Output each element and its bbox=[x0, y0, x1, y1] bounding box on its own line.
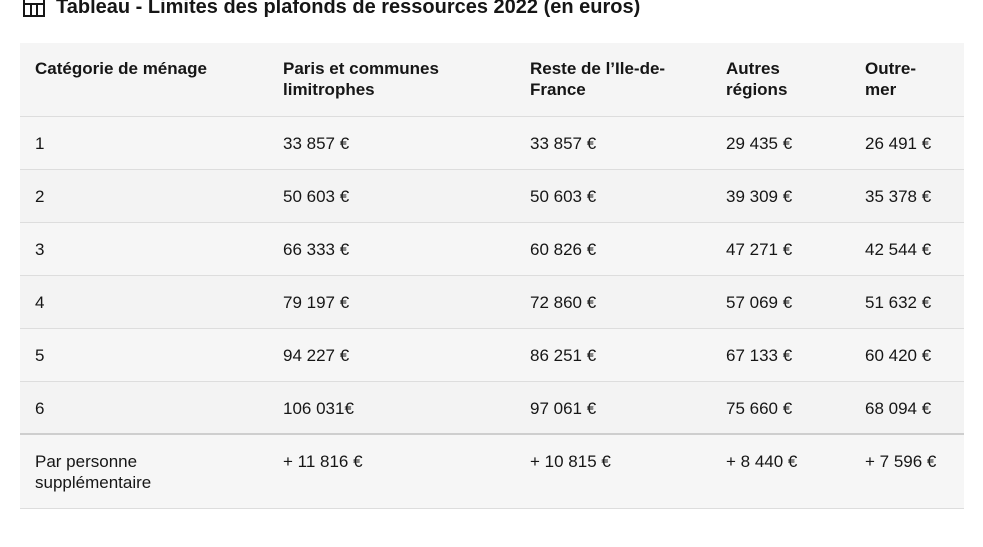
table-cell: 72 860 € bbox=[530, 292, 597, 312]
table-row: 1 33 857 € 33 857 € 29 435 € 26 491 € bbox=[20, 116, 964, 169]
table-cell: 5 bbox=[35, 345, 45, 365]
table-cell: + 8 440 € bbox=[726, 452, 798, 471]
table-cell: 33 857 € bbox=[530, 133, 597, 153]
table-cell: 4 bbox=[35, 292, 45, 312]
table-cell: 66 333 € bbox=[283, 239, 350, 259]
table-cell: 50 603 € bbox=[283, 186, 350, 206]
table-cell: 60 420 € bbox=[865, 345, 932, 365]
table-cell: 67 133 € bbox=[726, 345, 793, 365]
table-cell: 35 378 € bbox=[865, 186, 932, 206]
table-cell: 3 bbox=[35, 239, 45, 259]
table-cell: 50 603 € bbox=[530, 186, 597, 206]
table-cell: 42 544 € bbox=[865, 239, 932, 259]
table-cell: 86 251 € bbox=[530, 345, 597, 365]
column-header-other-regions: Autres régions bbox=[726, 59, 788, 99]
table-row: 6 106 031€ 97 061 € 75 660 € 68 094 € bbox=[20, 381, 964, 434]
table-cell: 75 660 € bbox=[726, 398, 793, 418]
table-title: Tableau - Limites des plafonds de ressou… bbox=[56, 0, 641, 18]
table-row: 3 66 333 € 60 826 € 47 271 € 42 544 € bbox=[20, 222, 964, 275]
table-caption: Tableau - Limites des plafonds de ressou… bbox=[22, 0, 640, 21]
table-icon bbox=[22, 0, 46, 19]
table-cell: 6 bbox=[35, 398, 45, 418]
table-cell: 57 069 € bbox=[726, 292, 793, 312]
table-cell: 2 bbox=[35, 186, 45, 206]
column-header-overseas: Outre-mer bbox=[865, 59, 916, 99]
table-cell: Par personne supplémentaire bbox=[35, 452, 152, 492]
table-cell: 1 bbox=[35, 133, 45, 153]
column-header-household-category: Catégorie de ménage bbox=[35, 59, 207, 78]
table-row: 4 79 197 € 72 860 € 57 069 € 51 632 € bbox=[20, 275, 964, 328]
table-cell: 97 061 € bbox=[530, 398, 597, 418]
table-footer-row: Par personne supplémentaire + 11 816 € +… bbox=[20, 434, 964, 508]
table-cell: 106 031€ bbox=[283, 398, 354, 418]
column-header-ile-de-france: Reste de l’Ile-de-France bbox=[530, 59, 666, 99]
table-cell: + 10 815 € bbox=[530, 452, 611, 471]
table-cell: 79 197 € bbox=[283, 292, 350, 312]
table-cell: 39 309 € bbox=[726, 186, 793, 206]
table-header-row: Catégorie de ménage Paris et communes li… bbox=[20, 43, 964, 116]
table-cell: + 7 596 € bbox=[865, 452, 937, 471]
resource-ceiling-table: Catégorie de ménage Paris et communes li… bbox=[20, 43, 964, 509]
column-header-paris: Paris et communes limitrophes bbox=[283, 59, 439, 99]
table-cell: 33 857 € bbox=[283, 133, 350, 153]
table-cell: 94 227 € bbox=[283, 345, 350, 365]
table-cell: + 11 816 € bbox=[283, 452, 363, 471]
table-cell: 51 632 € bbox=[865, 292, 932, 312]
table-row: 5 94 227 € 86 251 € 67 133 € 60 420 € bbox=[20, 328, 964, 381]
table-cell: 47 271 € bbox=[726, 239, 793, 259]
table-cell: 68 094 € bbox=[865, 398, 932, 418]
table-cell: 29 435 € bbox=[726, 133, 793, 153]
table-cell: 60 826 € bbox=[530, 239, 597, 259]
table-row: 2 50 603 € 50 603 € 39 309 € 35 378 € bbox=[20, 169, 964, 222]
table-cell: 26 491 € bbox=[865, 133, 932, 153]
